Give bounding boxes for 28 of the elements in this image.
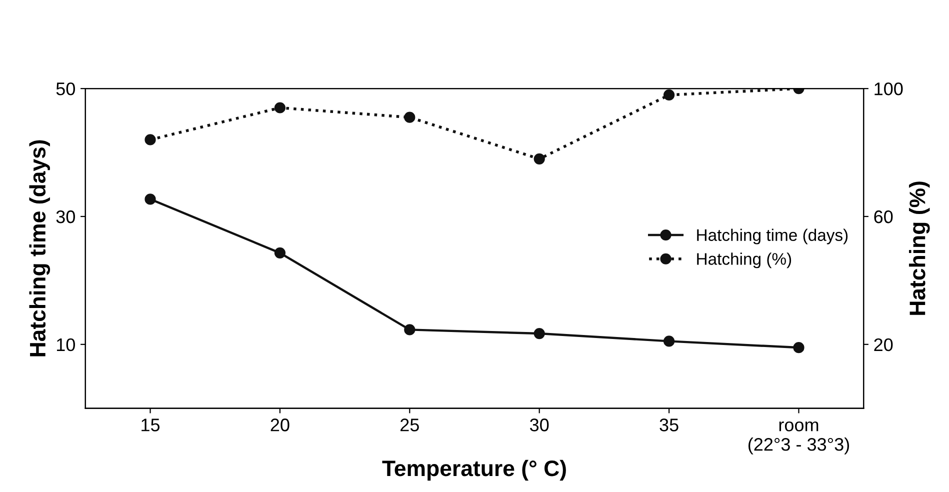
y-tick-label: 50 [56, 82, 75, 96]
point [144, 134, 156, 146]
point [793, 342, 804, 354]
point [534, 153, 545, 164]
y2-tick-label: 20 [874, 338, 893, 352]
point [534, 328, 545, 340]
point [274, 102, 286, 114]
point [663, 89, 675, 101]
point [404, 112, 416, 123]
legend-label: Hatching (%) [697, 252, 792, 268]
x-tick-label: 30 [530, 418, 549, 432]
y2-tick-label: 60 [874, 210, 893, 224]
y-tick-label: 10 [56, 338, 75, 352]
y2-axis-title: Hatching (%) [908, 182, 930, 315]
y-axis-title: Hatching time (days) [29, 140, 50, 356]
x-tick-label: 15 [142, 418, 160, 432]
point [274, 247, 286, 258]
x-tick-label: 25 [400, 418, 419, 432]
legend-label: Hatching time (days) [697, 228, 848, 244]
x-tick-label: room (22°3 - 33°3) [748, 421, 850, 454]
x-axis-title: Temperature (° C) [382, 460, 566, 481]
y-tick-label: 30 [56, 210, 75, 224]
point [663, 336, 675, 347]
point [144, 194, 156, 205]
x-tick-label: 20 [270, 418, 290, 432]
point [404, 324, 416, 336]
x-tick-label: 35 [660, 418, 678, 432]
y2-tick-label: 100 [874, 82, 903, 96]
